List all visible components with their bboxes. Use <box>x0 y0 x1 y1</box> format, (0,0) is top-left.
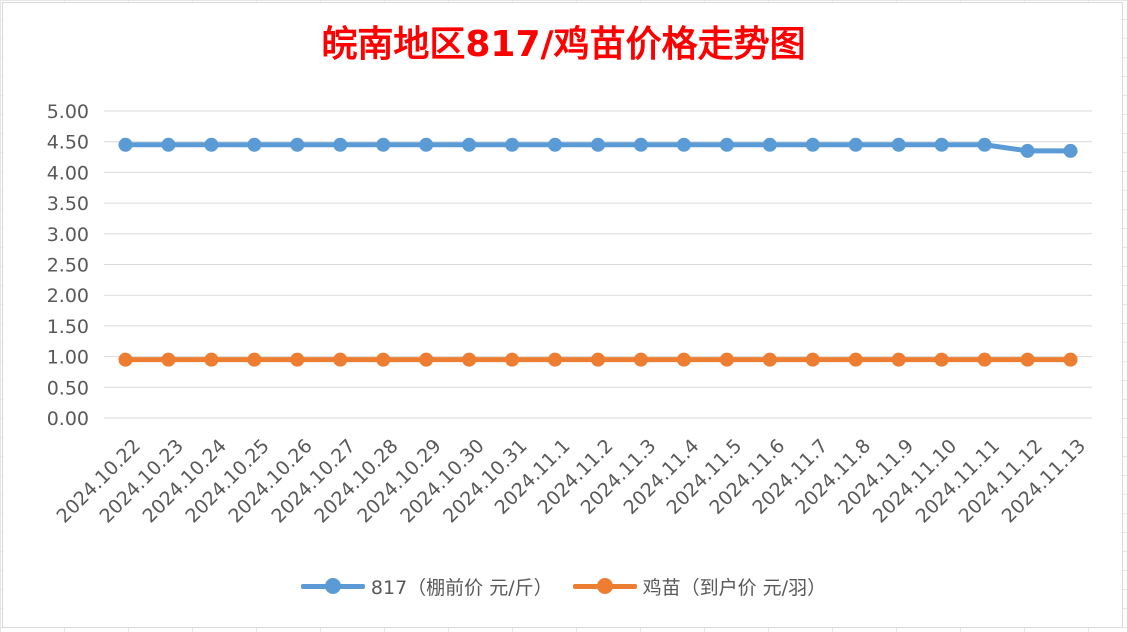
series-0-point-12 <box>633 137 648 152</box>
series-1-point-0 <box>118 352 133 367</box>
series-1-point-3 <box>247 352 262 367</box>
series-0-point-5 <box>333 137 348 152</box>
series-0-point-11 <box>591 137 605 152</box>
legend-swatch-817 <box>300 576 365 596</box>
chart-title: 皖南地区817/鸡苗价格走势图 <box>321 24 806 65</box>
y-tick-label-2: 1.00 <box>47 347 89 369</box>
series-0-point-17 <box>848 137 863 152</box>
y-tick-label-4: 2.00 <box>47 285 89 307</box>
series-0-point-0 <box>118 137 133 152</box>
series-0-point-18 <box>891 137 906 152</box>
series-1-point-12 <box>633 352 648 367</box>
series-1-point-8 <box>462 352 477 367</box>
series-1-point-10 <box>548 352 563 367</box>
y-tick-label-8: 4.00 <box>47 162 89 184</box>
series-1-point-17 <box>848 352 863 367</box>
series-0-point-10 <box>548 137 563 152</box>
series-1-point-18 <box>891 352 906 367</box>
series-1-point-2 <box>204 352 219 367</box>
series-1-point-22 <box>1063 352 1078 367</box>
series-1-point-20 <box>977 352 992 367</box>
y-tick-label-6: 3.00 <box>47 224 89 246</box>
series-0-point-16 <box>805 137 820 152</box>
series-0-point-22 <box>1063 143 1078 158</box>
series-1-point-4 <box>290 352 305 367</box>
series-1-point-6 <box>376 352 391 367</box>
series-0-point-7 <box>419 137 434 152</box>
legend-swatch-chick <box>572 576 637 596</box>
series-0-point-15 <box>762 137 777 152</box>
series-1-point-5 <box>333 352 348 367</box>
series-0-point-4 <box>290 137 305 152</box>
series-1-point-21 <box>1020 352 1035 367</box>
series-0-point-21 <box>1020 143 1035 158</box>
series-1-point-14 <box>719 352 734 367</box>
series-1-point-13 <box>676 352 691 367</box>
series-0-point-6 <box>376 137 391 152</box>
series-0-point-20 <box>977 137 992 152</box>
series-1-point-16 <box>805 352 820 367</box>
y-tick-label-0: 0.00 <box>47 408 89 430</box>
series-0-point-9 <box>505 137 520 152</box>
series-0-point-14 <box>719 137 734 152</box>
legend-item-817[interactable]: 817（棚前价 元/斤） <box>300 573 553 600</box>
series-0-point-19 <box>934 137 949 152</box>
series-0-point-13 <box>676 137 691 152</box>
legend-item-chick[interactable]: 鸡苗（到户价 元/羽） <box>572 573 827 600</box>
legend: 817（棚前价 元/斤） 鸡苗（到户价 元/羽） <box>0 570 1127 602</box>
legend-label-chick: 鸡苗（到户价 元/羽） <box>642 576 827 599</box>
series-0-point-1 <box>161 137 176 152</box>
series-0-point-8 <box>462 137 477 152</box>
series-1-point-15 <box>762 352 777 367</box>
series-1-point-9 <box>505 352 520 367</box>
legend-label-817: 817（棚前价 元/斤） <box>370 576 553 599</box>
series-0-point-3 <box>247 137 262 152</box>
y-tick-label-1: 0.50 <box>47 377 89 399</box>
series-1-point-7 <box>419 352 434 367</box>
y-tick-label-9: 4.50 <box>47 132 89 154</box>
series-0-point-2 <box>204 137 219 152</box>
series-1-point-11 <box>591 352 605 367</box>
series-1-point-1 <box>161 352 176 367</box>
y-tick-label-5: 2.50 <box>47 255 89 277</box>
series-1-point-19 <box>934 352 949 367</box>
y-tick-label-10: 5.00 <box>47 101 89 123</box>
y-tick-label-3: 1.50 <box>47 316 89 338</box>
y-tick-label-7: 3.50 <box>47 193 89 215</box>
